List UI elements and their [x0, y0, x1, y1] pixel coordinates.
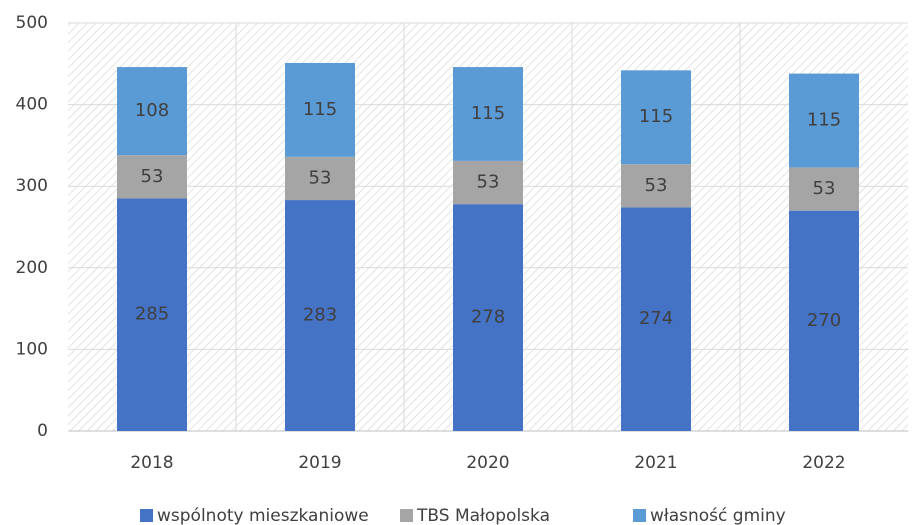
data-label: 270 — [807, 310, 841, 331]
bar-segment — [117, 198, 187, 431]
bar-segment — [789, 210, 859, 431]
data-label: 53 — [477, 172, 500, 193]
bar-segment — [621, 70, 691, 165]
bar-segment — [453, 160, 523, 205]
bar-segment — [285, 200, 355, 431]
data-label: 283 — [303, 305, 337, 326]
bar-segment — [621, 164, 691, 208]
y-tick-label: 500 — [16, 13, 48, 33]
data-label: 274 — [639, 308, 673, 329]
y-tick-label: 400 — [16, 95, 48, 115]
bar-segment — [789, 73, 859, 168]
data-label: 108 — [135, 100, 169, 121]
data-label: 115 — [639, 106, 673, 127]
bar-segment — [285, 62, 355, 157]
data-label: 53 — [645, 175, 668, 196]
bar-segment — [453, 204, 523, 431]
data-label: 278 — [471, 307, 505, 328]
x-tick-label: 2019 — [298, 453, 341, 473]
x-tick-label: 2021 — [634, 453, 677, 473]
y-tick-label: 200 — [16, 258, 48, 278]
bar-segment — [117, 67, 187, 156]
legend-label: wspólnoty mieszkaniowe — [157, 506, 369, 525]
bar-segment — [117, 155, 187, 199]
legend-swatch — [633, 509, 646, 522]
legend-label: własność gminy — [650, 506, 786, 525]
y-tick-label: 100 — [16, 339, 48, 359]
legend-label: TBS Małopolska — [416, 506, 550, 525]
data-label: 115 — [303, 99, 337, 120]
bar-segment — [621, 207, 691, 431]
x-tick-label: 2022 — [802, 453, 845, 473]
legend-swatch — [400, 509, 413, 522]
y-tick-label: 0 — [37, 421, 48, 441]
legend-swatch — [140, 509, 153, 522]
x-tick-label: 2018 — [130, 453, 173, 473]
data-label: 53 — [309, 167, 332, 188]
data-label: 115 — [807, 110, 841, 131]
data-label: 285 — [135, 304, 169, 325]
data-label: 53 — [813, 178, 836, 199]
data-label: 53 — [141, 166, 164, 187]
bar-segment — [453, 67, 523, 161]
bar-segment — [789, 167, 859, 211]
x-tick-label: 2020 — [466, 453, 509, 473]
bar-segment — [285, 156, 355, 201]
y-tick-label: 300 — [16, 176, 48, 196]
data-label: 115 — [471, 103, 505, 124]
